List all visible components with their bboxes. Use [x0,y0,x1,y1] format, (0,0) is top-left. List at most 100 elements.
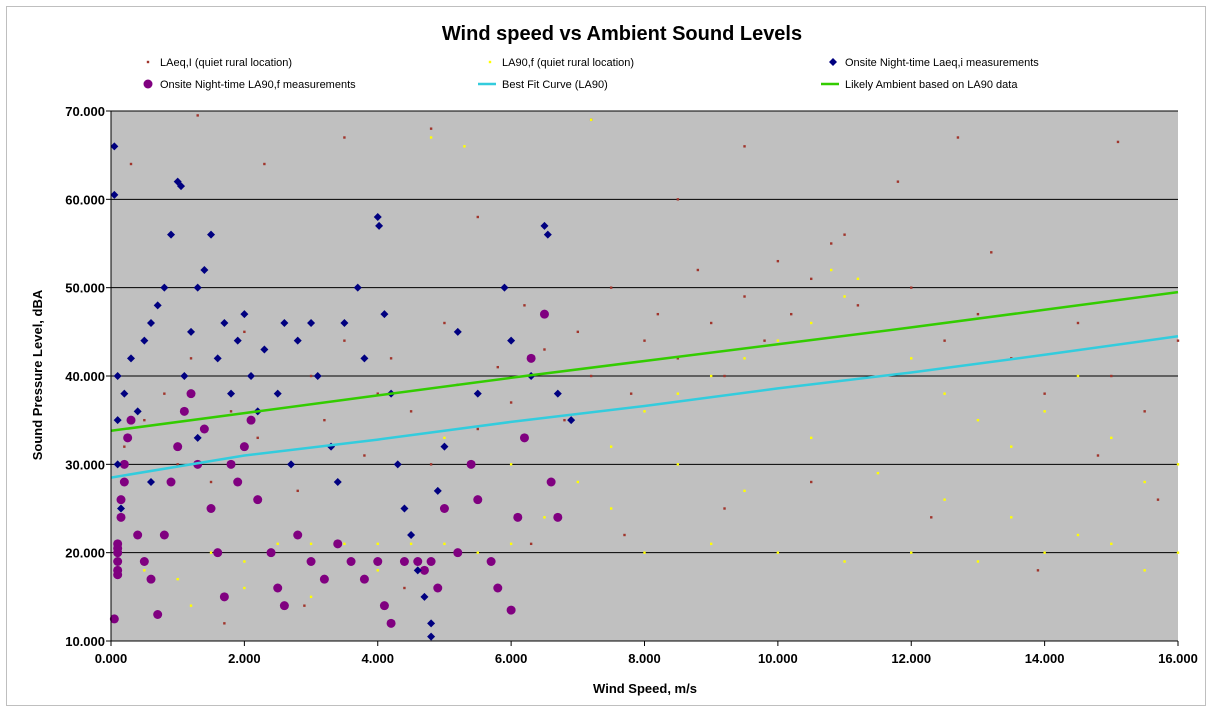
series-1 [143,118,1180,607]
data-point [389,357,393,360]
data-point [189,357,193,360]
data-point [407,531,416,539]
data-point [189,604,193,607]
data-point [509,401,513,404]
data-point [676,463,680,466]
data-point [856,304,860,307]
data-point [293,336,302,345]
data-point [976,560,980,563]
data-point [567,416,576,425]
data-point [233,336,242,345]
data-point [776,339,780,342]
y-tick-label: 70.000 [65,104,105,119]
data-point [440,442,449,451]
legend-swatch [143,79,153,89]
data-point [360,354,369,363]
data-point [810,277,813,281]
data-point [543,348,546,351]
data-point [519,433,529,443]
data-point [343,542,346,546]
data-point [403,586,406,590]
data-point [213,354,222,363]
legend-label: Onsite Night-time LA90,f measurements [160,79,356,91]
data-point [776,259,780,263]
data-point [113,557,123,566]
data-point [187,327,196,336]
data-point [1076,533,1080,537]
data-point [153,301,162,310]
data-point [276,542,279,546]
data-point [213,548,223,558]
data-point [209,551,213,554]
data-point [843,560,846,563]
data-point [180,372,189,380]
data-point [400,504,409,513]
data-point [439,504,449,513]
legend-item: Likely Ambient based on LA90 data [821,79,1018,91]
data-point [206,504,216,513]
data-point [179,406,189,416]
y-tick-label: 10.000 [65,634,105,649]
data-point [709,542,713,546]
legend-item: LA90,f (quiet rural location) [488,57,634,69]
data-point [340,319,349,327]
data-point [1076,321,1080,325]
data-point [976,418,980,422]
data-point [129,162,133,166]
data-point [109,614,119,624]
data-point [246,415,256,425]
x-tick-label: 4.000 [361,651,394,666]
data-point [116,495,126,505]
series-line [110,335,1179,479]
data-point [830,268,833,272]
data-point [553,389,562,398]
y-tick-label: 60.000 [65,192,105,207]
data-point [266,548,276,558]
data-point [399,557,409,566]
data-point [433,486,442,495]
data-point [159,530,169,540]
data-point [373,557,383,566]
data-point [373,213,382,221]
data-point [359,574,369,584]
data-point [273,389,282,398]
data-point [500,283,509,292]
legend-item: LAeq,I (quiet rural location) [146,57,292,69]
data-point [930,516,933,519]
data-point [433,583,443,593]
legend-item: Best Fit Curve (LA90) [478,79,608,91]
data-point [1110,374,1113,378]
data-point [476,215,479,219]
data-point [643,410,646,413]
data-point [376,542,379,546]
data-point [420,592,429,601]
data-point [1143,410,1146,413]
data-point [119,477,129,487]
data-point [363,454,366,457]
y-tick-label: 50.000 [65,281,105,296]
data-point [943,498,946,501]
data-point [1176,463,1180,466]
data-point [243,586,246,590]
data-point [296,489,299,493]
data-point [443,542,446,546]
data-point [233,477,243,487]
data-point [343,339,346,342]
data-point [319,574,329,584]
data-point [943,392,946,395]
y-tick-label: 40.000 [65,369,105,384]
series-4 [110,335,1179,479]
axes [106,110,1179,646]
data-point [143,569,146,572]
data-point [743,295,746,298]
data-point [473,389,482,398]
data-point [133,407,142,416]
data-point [287,460,296,469]
data-point [409,542,413,546]
data-point [117,504,126,513]
data-point [709,321,713,325]
data-point [1116,140,1120,144]
data-point [506,605,516,615]
x-tick-label: 16.000 [1158,651,1198,666]
x-tick-label: 0.000 [95,651,128,666]
